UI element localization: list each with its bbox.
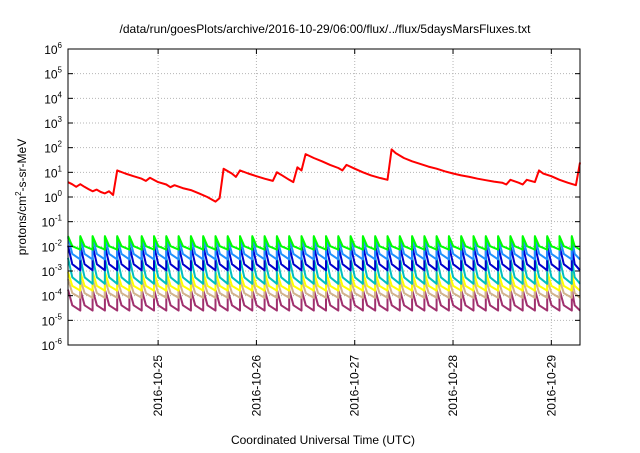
y-tick-label: 10-5 [42, 312, 63, 328]
y-tick-exponent: -5 [55, 312, 63, 321]
y-tick-exponent: 3 [58, 115, 63, 124]
y-tick-base: 10 [44, 68, 58, 82]
y-axis-label-main: protons/cm [15, 196, 29, 255]
y-tick-label: 105 [44, 66, 62, 82]
y-tick-exponent: 0 [58, 189, 63, 198]
y-tick-base: 10 [42, 216, 56, 230]
y-tick-label: 104 [44, 90, 62, 106]
y-axis-label-sup: 2 [14, 191, 23, 196]
y-tick-label: 102 [44, 140, 62, 156]
chart-title: /data/run/goesPlots/archive/2016-10-29/0… [120, 22, 532, 36]
y-tick-label: 103 [44, 115, 62, 131]
y-tick-exponent: 6 [58, 41, 63, 50]
y-axis-label-rest: -s-sr-MeV [15, 139, 29, 192]
y-tick-exponent: -6 [55, 337, 63, 346]
y-tick-base: 10 [42, 265, 56, 279]
series-line [67, 235, 581, 251]
y-tick-label: 106 [44, 41, 62, 57]
y-tick-base: 10 [42, 339, 56, 353]
ticks: 10-610-510-410-310-210-11001011021031041… [42, 41, 580, 416]
y-tick-base: 10 [44, 43, 58, 57]
x-axis-label: Coordinated Universal Time (UTC) [231, 433, 415, 447]
y-tick-label: 10-4 [42, 288, 63, 304]
y-tick-base: 10 [42, 290, 56, 304]
y-tick-label: 10-2 [42, 238, 63, 254]
y-tick-base: 10 [44, 92, 58, 106]
y-tick-exponent: -2 [55, 238, 63, 247]
plot-frame [67, 48, 581, 346]
y-tick-exponent: 5 [58, 66, 63, 75]
y-tick-exponent: -3 [55, 263, 63, 272]
y-tick-label: 100 [44, 189, 62, 205]
x-tick-label: 2016-10-28 [446, 355, 460, 417]
x-tick-label: 2016-10-25 [151, 355, 165, 417]
y-tick-base: 10 [44, 117, 58, 131]
y-axis-label: protons/cm2-s-sr-MeV [14, 139, 29, 255]
series-layer [67, 148, 581, 312]
y-tick-exponent: -1 [55, 214, 63, 223]
y-tick-base: 10 [44, 166, 58, 180]
y-tick-label: 101 [44, 164, 62, 180]
x-tick-label: 2016-10-29 [544, 355, 558, 417]
y-tick-label: 10-3 [42, 263, 63, 279]
y-tick-base: 10 [42, 240, 56, 254]
series-line-red [67, 148, 581, 203]
y-tick-exponent: 4 [58, 90, 63, 99]
x-tick-label: 2016-10-27 [348, 355, 362, 417]
y-tick-base: 10 [44, 191, 58, 205]
y-tick-base: 10 [42, 314, 56, 328]
y-tick-base: 10 [44, 142, 58, 156]
x-tick-label: 2016-10-26 [249, 355, 263, 417]
y-tick-exponent: 1 [58, 164, 63, 173]
y-tick-exponent: -4 [55, 288, 63, 297]
y-tick-exponent: 2 [58, 140, 63, 149]
y-tick-label: 10-1 [42, 214, 63, 230]
y-tick-label: 10-6 [42, 337, 63, 353]
